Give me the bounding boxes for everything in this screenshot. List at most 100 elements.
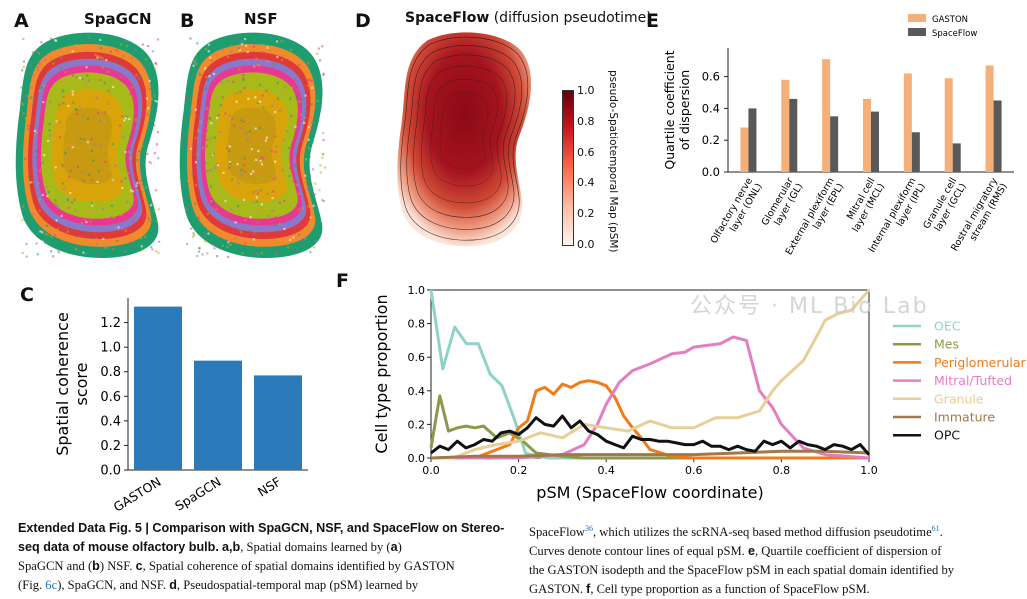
domain-spot	[242, 181, 245, 184]
domain-spot	[294, 164, 297, 167]
panel-d-title-rest: (diffusion pseudotime)	[489, 10, 652, 26]
domain-spot	[311, 215, 314, 218]
domain-spot	[206, 252, 209, 255]
domain-spot	[104, 150, 107, 154]
domain-spot	[264, 139, 267, 142]
domain-spot	[242, 198, 245, 201]
domain-spot	[256, 221, 259, 224]
caption-link-fig6c[interactable]: 6c	[45, 578, 58, 592]
domain-spot	[251, 159, 255, 163]
domain-spot	[226, 56, 229, 59]
domain-spot	[143, 169, 146, 173]
domain-spot	[56, 204, 59, 207]
domain-spot	[238, 48, 241, 52]
domain-spot	[259, 189, 262, 192]
chart-c-ytick-label: 0.4	[100, 414, 121, 429]
domain-spot	[191, 237, 195, 240]
domain-spot	[304, 94, 307, 97]
domain-spot	[22, 85, 25, 88]
domain-spot	[210, 60, 213, 64]
domain-spot	[140, 179, 143, 182]
domain-spot	[99, 38, 102, 41]
domain-spot	[255, 200, 258, 203]
domain-spot	[131, 86, 134, 89]
domain-spot	[305, 158, 308, 161]
domain-spot	[56, 119, 59, 122]
domain-spot	[313, 193, 317, 196]
domain-spot	[138, 150, 141, 153]
domain-spot	[275, 40, 279, 43]
domain-spot	[272, 190, 275, 193]
domain-spot	[127, 150, 130, 154]
chart-e-ytick-label: 0.2	[702, 133, 720, 147]
domain-spot	[256, 192, 259, 195]
domain-spot	[278, 109, 282, 112]
domain-spot	[31, 181, 34, 184]
domain-spot	[91, 178, 94, 182]
caption-text-8: , Pseudospatial-temporal map (pSM) learn…	[176, 578, 419, 592]
chart-e-bar	[822, 59, 831, 172]
domain-spot	[295, 249, 298, 252]
domain-spot	[85, 66, 88, 69]
domain-spot	[139, 237, 142, 240]
domain-spot	[321, 156, 324, 159]
domain-spot	[54, 203, 57, 206]
domain-spot	[22, 112, 25, 115]
domain-spot	[41, 193, 44, 197]
domain-spot	[289, 238, 292, 241]
domain-spot	[20, 86, 23, 89]
domain-spot	[242, 77, 245, 80]
caption-text-3: SpaGCN and (	[18, 559, 93, 573]
domain-spot	[302, 98, 305, 101]
chart-e-bar	[952, 143, 961, 172]
domain-spot	[321, 198, 324, 201]
domain-spot	[74, 83, 77, 86]
domain-spot	[45, 163, 48, 166]
domain-spot	[262, 106, 265, 109]
domain-spot	[258, 126, 261, 129]
domain-spot	[307, 126, 310, 129]
domain-spot	[114, 226, 117, 229]
domain-spot	[256, 63, 260, 66]
caption-link-ref36[interactable]: 36	[584, 524, 593, 533]
domain-spot	[242, 120, 246, 123]
domain-spot	[25, 113, 28, 116]
domain-spot	[234, 175, 238, 178]
domain-spot	[254, 127, 257, 130]
domain-spot	[156, 100, 159, 103]
domain-spot	[155, 208, 158, 211]
domain-spot	[124, 117, 127, 120]
domain-spot	[69, 192, 72, 195]
domain-spot	[284, 86, 287, 89]
domain-spot	[299, 97, 302, 100]
domain-spot	[151, 50, 154, 53]
domain-spot	[240, 231, 243, 234]
domain-spot	[28, 65, 31, 68]
domain-spot	[232, 190, 236, 193]
domain-spot	[124, 186, 127, 189]
domain-spot	[48, 196, 51, 200]
chart-e-ylabel-line: of dispersion	[677, 70, 692, 150]
caption-ref-a: a	[390, 540, 398, 554]
caption-link-ref61[interactable]: 61	[931, 524, 940, 533]
domain-spot	[154, 99, 157, 103]
domain-spot	[39, 230, 42, 233]
watermark: 公众号 · ML Bio Lab	[690, 294, 929, 319]
domain-spot	[124, 229, 127, 232]
domain-spot	[154, 62, 157, 65]
domain-spot	[289, 97, 292, 100]
domain-spot	[32, 74, 35, 77]
chart-f-xtick-label: 1.0	[860, 464, 878, 477]
domain-spot	[132, 245, 135, 248]
domain-spot	[112, 216, 116, 220]
domain-spot	[250, 148, 253, 151]
domain-spot	[71, 146, 74, 149]
domain-spot	[235, 92, 238, 95]
domain-spot	[111, 177, 114, 180]
caption-ref-f: f	[586, 582, 591, 597]
domain-spot	[308, 155, 311, 159]
domain-spot	[274, 135, 277, 138]
domain-spot	[131, 190, 134, 193]
psm-colorbar	[562, 90, 574, 246]
domain-spot	[204, 47, 207, 51]
